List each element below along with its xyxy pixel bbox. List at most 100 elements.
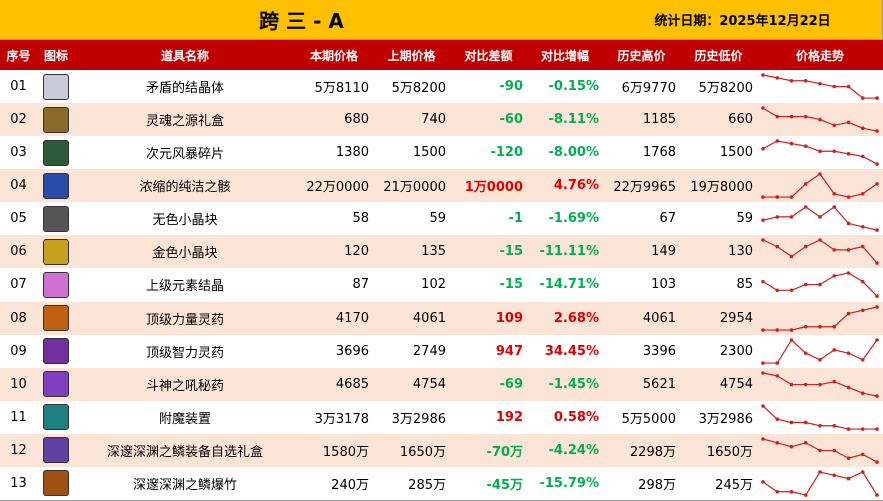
trend-point <box>875 162 879 167</box>
current-price: 680 <box>295 103 374 138</box>
row-number: 08 <box>0 301 38 336</box>
trend-cell <box>757 202 883 237</box>
trend-point <box>775 139 780 143</box>
history-high: 1185 <box>603 103 681 138</box>
column-header: 本期价格 <box>295 40 374 71</box>
price-change: -15.79% <box>527 466 604 501</box>
history-low: 5万8200 <box>680 70 758 105</box>
trend-point <box>789 195 794 200</box>
item-name: 浓缩的纯洁之骸 <box>75 169 296 204</box>
trend-point <box>832 423 837 428</box>
price-diff: -90 <box>450 70 528 105</box>
price-diff: -45万 <box>450 466 528 501</box>
trend-point <box>832 379 837 384</box>
trend-point <box>818 215 822 219</box>
sparkline <box>761 172 879 200</box>
trend-point <box>860 357 865 362</box>
sparkline <box>761 139 879 167</box>
current-price: 120 <box>295 235 374 270</box>
current-price: 87 <box>295 268 374 303</box>
icon <box>37 433 76 468</box>
history-high: 5621 <box>603 367 681 402</box>
item-name: 顶级智力灵药 <box>75 334 296 369</box>
price-change: -8.11% <box>527 103 604 138</box>
history-low: 2300 <box>680 334 758 369</box>
trend-cell <box>757 400 883 435</box>
trend-line <box>762 471 878 496</box>
item-name: 无色小晶块 <box>75 202 296 237</box>
price-diff: 109 <box>450 301 528 336</box>
history-high: 1768 <box>603 136 681 171</box>
icon <box>37 103 76 138</box>
history-low: 59 <box>680 202 758 237</box>
previous-price: 1650万 <box>373 433 451 468</box>
trend-point <box>775 440 780 445</box>
item-icon <box>43 271 69 298</box>
trend-point <box>803 382 808 387</box>
trend-point <box>803 420 808 425</box>
trend-point <box>803 78 808 83</box>
trend-point <box>818 324 822 329</box>
price-diff: -15 <box>450 268 528 303</box>
previous-price: 4061 <box>373 301 451 336</box>
history-low: 85 <box>680 268 758 303</box>
trend-point <box>761 480 765 484</box>
row-number: 09 <box>0 334 38 369</box>
previous-price: 740 <box>373 103 451 138</box>
date: 统计日期：2025年12月22日 <box>603 0 883 40</box>
previous-price: 4754 <box>373 367 451 402</box>
price-change: -0.15% <box>527 70 604 105</box>
trend-point <box>761 403 765 408</box>
trend-point <box>846 311 851 315</box>
trend-point <box>860 427 865 431</box>
trend-point <box>846 456 851 460</box>
icon <box>37 334 76 369</box>
trend-point <box>789 420 794 425</box>
current-price: 4170 <box>295 301 374 336</box>
sparkline <box>761 370 879 398</box>
trend-point <box>860 96 865 100</box>
trend-line <box>762 74 877 99</box>
history-high: 298万 <box>603 466 681 501</box>
row-number: 06 <box>0 235 38 270</box>
trend-point <box>803 324 808 329</box>
trend-point <box>761 370 765 375</box>
price-change: -1.45% <box>527 367 604 402</box>
icon <box>37 301 76 336</box>
icon <box>37 466 76 501</box>
trend-point <box>875 294 879 299</box>
sparkline <box>761 73 879 100</box>
column-header: 图标 <box>37 40 76 71</box>
price-change: 4.76% <box>527 169 604 204</box>
trend-point <box>860 225 865 229</box>
previous-price: 59 <box>373 202 451 237</box>
trend-point <box>846 152 851 156</box>
price-diff: -1 <box>450 202 528 237</box>
row-number: 03 <box>0 136 38 171</box>
previous-price: 1500 <box>373 136 451 171</box>
trend-point <box>818 470 822 474</box>
current-price: 1580万 <box>295 433 374 468</box>
trend-point <box>832 248 837 253</box>
trend-point <box>846 476 851 481</box>
title: 跨 三 - A <box>0 0 604 40</box>
history-low: 3万2986 <box>680 400 758 435</box>
row-number: 11 <box>0 400 38 435</box>
item-name: 附魔装置 <box>75 400 296 435</box>
trend-point <box>761 195 765 200</box>
trend-point <box>860 470 865 474</box>
trend-point <box>846 120 851 125</box>
trend-point <box>803 144 808 149</box>
history-high: 3396 <box>603 334 681 369</box>
row-number: 04 <box>0 169 38 204</box>
trend-point <box>818 357 822 362</box>
trend-point <box>789 114 794 119</box>
row-number: 01 <box>0 70 38 105</box>
trend-point <box>775 288 780 293</box>
history-low: 1650万 <box>680 433 758 468</box>
history-low: 245万 <box>680 466 758 501</box>
trend-point <box>789 382 794 387</box>
price-diff: -69 <box>450 367 528 402</box>
trend-point <box>846 195 851 200</box>
item-name: 上级元素结晶 <box>75 268 296 303</box>
